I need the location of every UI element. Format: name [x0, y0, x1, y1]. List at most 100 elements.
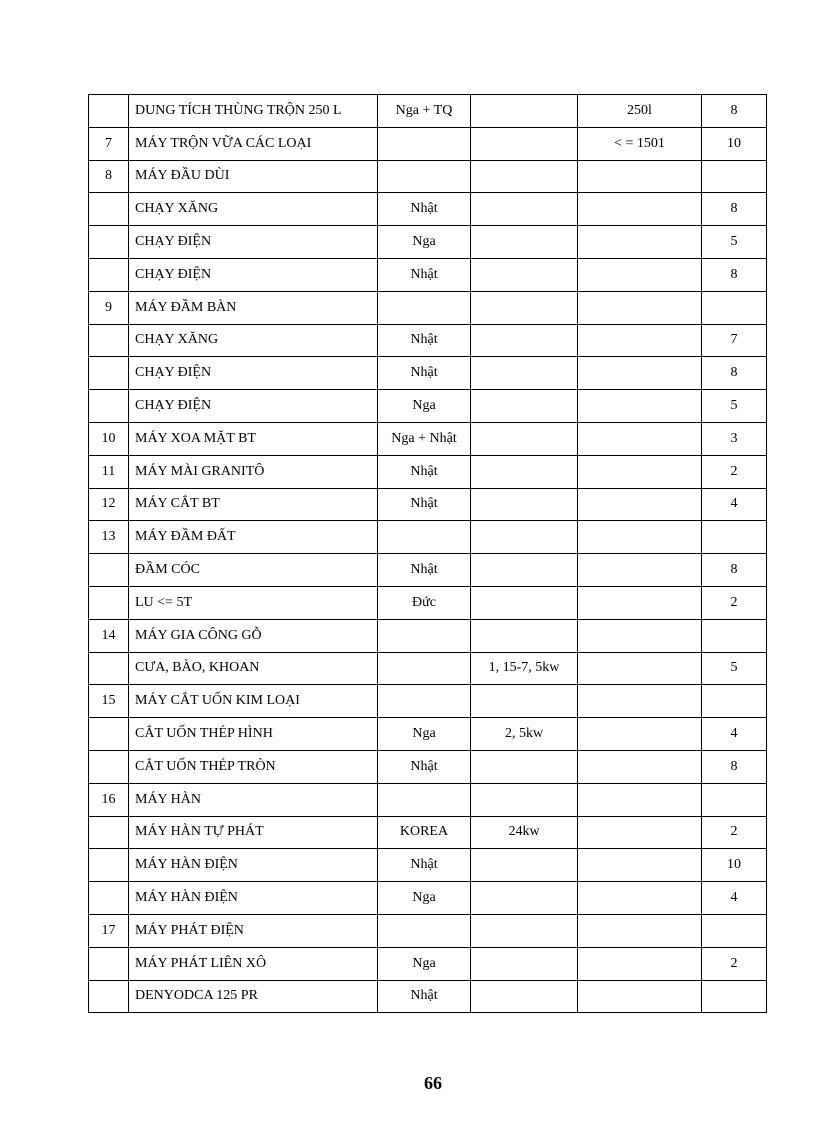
cell-capacity — [577, 585, 702, 620]
cell-row-number: 11 — [88, 454, 129, 489]
cell-quantity: 10 — [701, 848, 767, 883]
cell-item-name: CẮT UỐN THÉP TRÒN — [128, 749, 378, 784]
cell-quantity: 2 — [701, 454, 767, 489]
cell-quantity: 4 — [701, 717, 767, 751]
cell-quantity: 3 — [701, 421, 767, 456]
cell-row-number: 14 — [88, 618, 129, 653]
table-row: DENYODCA 125 PR Nhật — [88, 979, 767, 1014]
cell-row-number — [88, 94, 129, 128]
cell-capacity — [577, 684, 702, 719]
cell-power: 1, 15-7, 5kw — [470, 651, 578, 686]
cell-row-number: 16 — [88, 782, 129, 817]
cell-row-number — [88, 192, 129, 227]
cell-capacity — [577, 421, 702, 456]
cell-item-name: CHẠY ĐIỆN — [128, 257, 378, 292]
cell-power — [470, 290, 578, 325]
cell-power — [470, 356, 578, 391]
cell-capacity — [577, 913, 702, 948]
cell-origin: Nga — [377, 881, 471, 915]
cell-quantity: 8 — [701, 553, 767, 587]
cell-quantity — [701, 290, 767, 325]
cell-quantity: 8 — [701, 749, 767, 784]
cell-item-name: MÁY GIA CÔNG GỖ — [128, 618, 378, 653]
cell-origin — [377, 290, 471, 325]
cell-quantity: 10 — [701, 126, 767, 161]
cell-row-number — [88, 225, 129, 259]
table-row: MÁY PHÁT LIÊN XÔ Nga 2 — [88, 946, 767, 981]
cell-item-name: CHẠY XĂNG — [128, 323, 378, 358]
cell-row-number: 15 — [88, 684, 129, 719]
cell-item-name: MÁY PHÁT ĐIỆN — [128, 913, 378, 948]
cell-row-number — [88, 749, 129, 784]
cell-quantity — [701, 979, 767, 1014]
cell-capacity: < = 1501 — [577, 126, 702, 161]
cell-quantity — [701, 618, 767, 653]
table-row: 16 MÁY HÀN — [88, 782, 767, 817]
cell-power — [470, 94, 578, 128]
cell-origin — [377, 782, 471, 817]
cell-row-number: 13 — [88, 520, 129, 555]
table-row: 11 MÁY MÀI GRANITÔ Nhật 2 — [88, 454, 767, 489]
table-row: 9 MÁY ĐẦM BÀN — [88, 290, 767, 325]
cell-origin: Nhật — [377, 553, 471, 587]
cell-origin: Nga — [377, 717, 471, 751]
cell-row-number — [88, 651, 129, 686]
cell-row-number — [88, 257, 129, 292]
cell-quantity — [701, 520, 767, 555]
cell-item-name: MÁY HÀN ĐIỆN — [128, 848, 378, 883]
cell-capacity — [577, 717, 702, 751]
table-row: 10 MÁY XOA MẶT BT Nga + Nhật 3 — [88, 421, 767, 456]
cell-quantity: 8 — [701, 257, 767, 292]
cell-origin — [377, 684, 471, 719]
cell-origin: Nhật — [377, 749, 471, 784]
cell-quantity: 8 — [701, 94, 767, 128]
table-row: 12 MÁY CẮT BT Nhật 4 — [88, 487, 767, 522]
table-row: CHẠY XĂNG Nhật 7 — [88, 323, 767, 358]
cell-quantity: 2 — [701, 585, 767, 620]
cell-row-number — [88, 585, 129, 620]
table-row: MÁY HÀN TỰ PHÁT KOREA 24kw 2 — [88, 815, 767, 850]
cell-row-number: 8 — [88, 159, 129, 194]
cell-row-number — [88, 553, 129, 587]
cell-power: 2, 5kw — [470, 717, 578, 751]
table-row: CHẠY ĐIỆN Nhật 8 — [88, 356, 767, 391]
cell-item-name: MÁY XOA MẶT BT — [128, 421, 378, 456]
cell-item-name: MÁY PHÁT LIÊN XÔ — [128, 946, 378, 981]
cell-power — [470, 881, 578, 915]
cell-item-name: DENYODCA 125 PR — [128, 979, 378, 1014]
cell-item-name: MÁY ĐẦU DÙI — [128, 159, 378, 194]
cell-power: 24kw — [470, 815, 578, 850]
cell-power — [470, 323, 578, 358]
cell-origin: Nga — [377, 389, 471, 423]
cell-origin: Nga — [377, 946, 471, 981]
cell-capacity — [577, 848, 702, 883]
cell-power — [470, 684, 578, 719]
cell-row-number: 12 — [88, 487, 129, 522]
cell-power — [470, 487, 578, 522]
cell-row-number: 9 — [88, 290, 129, 325]
cell-row-number — [88, 881, 129, 915]
table-row: 13 MÁY ĐẦM ĐẤT — [88, 520, 767, 555]
cell-item-name: MÁY HÀN TỰ PHÁT — [128, 815, 378, 850]
cell-capacity — [577, 257, 702, 292]
cell-row-number — [88, 946, 129, 981]
cell-power — [470, 126, 578, 161]
cell-power — [470, 553, 578, 587]
cell-capacity — [577, 881, 702, 915]
cell-item-name: CƯA, BÀO, KHOAN — [128, 651, 378, 686]
cell-quantity: 5 — [701, 651, 767, 686]
table-row: 15 MÁY CẮT UỐN KIM LOẠI — [88, 684, 767, 719]
cell-origin: KOREA — [377, 815, 471, 850]
table-row: 17 MÁY PHÁT ĐIỆN — [88, 913, 767, 948]
cell-origin: Nga + TQ — [377, 94, 471, 128]
cell-item-name: MÁY HÀN ĐIỆN — [128, 881, 378, 915]
cell-capacity — [577, 782, 702, 817]
cell-power — [470, 225, 578, 259]
cell-origin — [377, 651, 471, 686]
cell-quantity: 7 — [701, 323, 767, 358]
cell-origin — [377, 520, 471, 555]
cell-origin: Nga + Nhật — [377, 421, 471, 456]
cell-capacity — [577, 946, 702, 981]
cell-row-number — [88, 717, 129, 751]
